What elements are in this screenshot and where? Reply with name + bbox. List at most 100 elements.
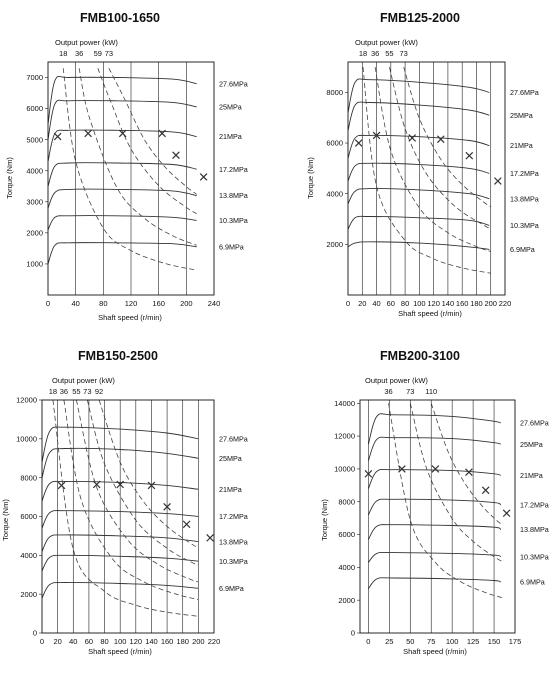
x-tick-label: 200 [180, 299, 193, 308]
corner-marker-stroke [158, 129, 166, 138]
x-tick-label: 60 [85, 637, 93, 646]
corner-marker-stroke [354, 139, 363, 147]
power-label: 73 [406, 387, 414, 396]
power-curve [430, 403, 503, 526]
power-label: 18 [359, 49, 367, 58]
power-curve [62, 68, 197, 271]
series-label: 25MPa [510, 111, 533, 120]
x-tick-label: 120 [130, 637, 143, 646]
series-label: 10.3MPa [219, 216, 248, 225]
corner-marker-stroke [84, 129, 92, 138]
corner-marker [57, 481, 66, 490]
corner-marker [465, 151, 474, 160]
power-curve [52, 400, 199, 617]
series-label: 13.8MPa [219, 191, 248, 200]
pressure-curve [48, 242, 197, 265]
x-tick-label: 100 [446, 637, 459, 646]
output-power-title: Output power (kW) [355, 38, 418, 47]
pressure-curve [48, 188, 197, 209]
corner-marker [431, 465, 440, 473]
pressure-curve [348, 101, 490, 131]
y-axis-label: Torque (Nm) [306, 157, 315, 199]
corner-marker [147, 481, 156, 490]
y-tick-label: 6000 [26, 104, 43, 113]
x-tick-label: 180 [176, 637, 189, 646]
y-tick-label: 2000 [338, 596, 355, 605]
y-tick-label: 10000 [334, 465, 355, 474]
pressure-curve [348, 215, 490, 230]
pressure-curve [42, 426, 199, 463]
pressure-curve [48, 162, 197, 187]
output-power-title: Output power (kW) [55, 38, 118, 47]
plot-frame [47, 61, 215, 296]
x-axis-label: Shaft speed (r/min) [398, 309, 462, 318]
x-axis-label: Shaft speed (r/min) [98, 313, 162, 322]
pressure-curve [367, 413, 501, 445]
y-tick-label: 12000 [16, 396, 37, 405]
x-tick-label: 40 [71, 299, 79, 308]
power-curve [374, 67, 491, 252]
corner-marker-stroke [116, 480, 125, 489]
corner-marker-stroke [172, 151, 180, 160]
corner-marker [118, 129, 127, 138]
x-tick-label: 100 [114, 637, 127, 646]
power-label: 36 [384, 387, 392, 396]
output-power-title: Output power (kW) [365, 376, 428, 385]
series-label: 21MPa [219, 132, 242, 141]
corner-marker-stroke [364, 470, 373, 478]
corner-marker-stroke [431, 465, 440, 473]
x-axis-label: Shaft speed (r/min) [88, 647, 152, 656]
power-curve [78, 68, 197, 246]
y-tick-label: 4000 [20, 551, 37, 560]
corner-marker-stroke [481, 486, 490, 495]
series-label: 25MPa [520, 440, 543, 449]
plot-contents [364, 403, 511, 599]
y-tick-label: 5000 [26, 135, 43, 144]
pressure-curve [48, 75, 197, 125]
x-tick-label: 175 [509, 637, 522, 646]
series-label: 27.6MPa [219, 434, 248, 443]
x-tick-label: 200 [484, 299, 497, 308]
series-label: 13.8MPa [510, 194, 539, 203]
x-tick-label: 0 [366, 637, 370, 646]
corner-marker [481, 486, 490, 495]
pressure-curve [367, 468, 501, 489]
plot-area: 0 20 40 60 80 100 120 140 160 180 200 220 2000 4000 60… [326, 49, 538, 308]
power-curve [403, 66, 491, 207]
x-tick-label: 20 [53, 637, 61, 646]
y-tick-label: 0 [351, 629, 355, 638]
y-tick-label: 4000 [26, 166, 43, 175]
x-tick-label: 140 [145, 637, 158, 646]
series-label: 6.9MPa [219, 584, 244, 593]
y-tick-label: 7000 [26, 73, 43, 82]
pressure-curve [42, 447, 199, 478]
x-tick-label: 160 [456, 299, 469, 308]
x-tick-label: 180 [470, 299, 483, 308]
series-label: 6.9MPa [520, 578, 545, 587]
series-label: 27.6MPa [219, 79, 248, 88]
chart-title: FMB100-1650 [80, 11, 160, 25]
series-label: 21MPa [510, 141, 533, 150]
corner-marker-stroke [53, 132, 62, 141]
chart-title: FMB125-2000 [380, 11, 460, 25]
power-label: 18 [49, 387, 57, 396]
power-curve [388, 403, 503, 599]
chart-fmb150-2500: FMB150-2500 Output power (kW) Shaft spee… [1, 349, 248, 656]
corner-marker-stroke [372, 131, 381, 140]
x-axis-label: Shaft speed (r/min) [403, 647, 467, 656]
power-label: 73 [105, 49, 113, 58]
power-label: 36 [75, 49, 83, 58]
series-label: 10.3MPa [520, 552, 549, 561]
y-tick-label: 6000 [326, 139, 343, 148]
chart-fmb100-1650: FMB100-1650 Output power (kW) Shaft spee… [5, 11, 248, 322]
y-tick-label: 2000 [20, 590, 37, 599]
corner-marker-stroke [118, 129, 127, 138]
series-label: 27.6MPa [510, 88, 539, 97]
series-label: 13.8MPa [520, 525, 549, 534]
power-label: 92 [95, 387, 103, 396]
x-tick-label: 0 [46, 299, 50, 308]
corner-marker [199, 173, 208, 181]
plot-contents [48, 68, 208, 271]
series-label: 17.2MPa [510, 169, 539, 178]
